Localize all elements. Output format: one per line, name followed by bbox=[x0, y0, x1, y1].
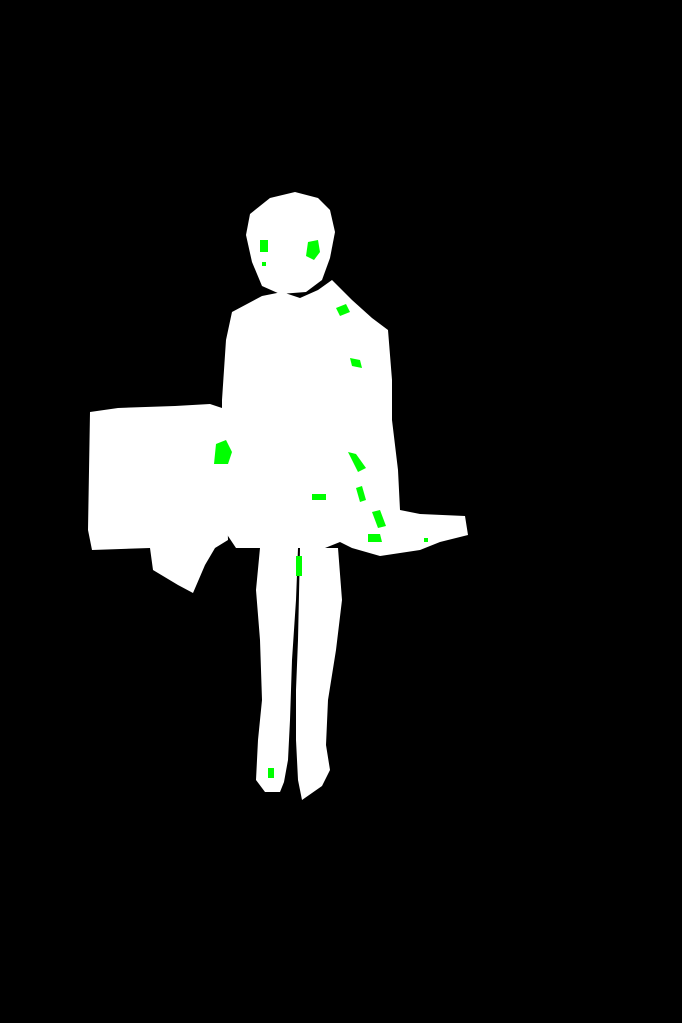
right-leg-region bbox=[296, 548, 342, 800]
spot-thigh bbox=[296, 556, 302, 576]
spot-face-left bbox=[260, 240, 268, 252]
highlight-spots bbox=[214, 240, 428, 778]
spot-waist bbox=[312, 494, 326, 500]
spot-cuff-dot bbox=[424, 538, 428, 542]
person-silhouette bbox=[88, 192, 468, 800]
spot-chest-right bbox=[336, 304, 350, 316]
spot-ankle bbox=[268, 768, 274, 778]
spot-arm-mid bbox=[348, 452, 366, 472]
spot-hip-right bbox=[372, 510, 386, 528]
torso-region bbox=[222, 280, 468, 556]
spot-hem bbox=[368, 534, 382, 542]
shopping-bag-region bbox=[88, 404, 228, 593]
left-leg-region bbox=[256, 548, 298, 792]
spot-arm-lower bbox=[356, 486, 366, 502]
spot-face-dot bbox=[262, 262, 266, 266]
spot-hand-left bbox=[214, 440, 232, 464]
head-region bbox=[246, 192, 335, 294]
spot-face-right bbox=[306, 240, 320, 260]
spot-arm-upper bbox=[350, 358, 362, 368]
